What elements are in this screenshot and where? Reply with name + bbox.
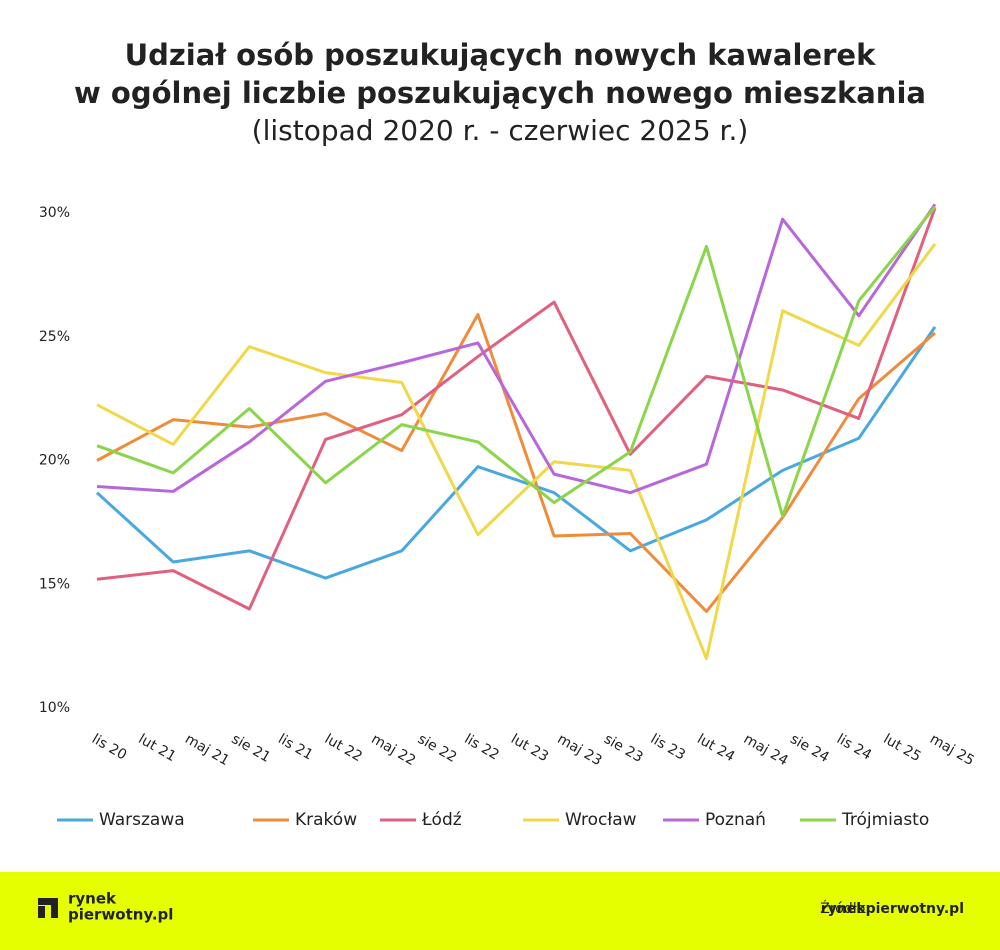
x-tick-label: lut 25	[880, 731, 923, 765]
series-line	[95, 326, 937, 580]
source-value: rynekpierwotny.pl	[821, 901, 964, 917]
logo-text: pierwotny.pl	[68, 906, 173, 924]
y-tick-label: 25%	[39, 329, 70, 345]
series-line	[96, 312, 936, 613]
x-tick-label: lis 21	[275, 731, 315, 764]
y-tick-label: 30%	[39, 205, 70, 221]
x-tick-label: lis 20	[89, 731, 129, 764]
y-tick-label: 20%	[39, 453, 70, 469]
x-tick-label: sie 23	[601, 731, 645, 766]
x-tick-label: lis 24	[834, 731, 874, 764]
x-tick-label: maj 23	[555, 731, 605, 769]
x-tick-label: lut 22	[322, 731, 365, 765]
x-tick-label: sie 24	[787, 731, 832, 766]
x-tick-label: lut 23	[508, 731, 551, 765]
x-tick-label: maj 21	[182, 731, 232, 769]
series-line	[96, 205, 937, 518]
logo-text: rynek	[68, 890, 117, 908]
chart-title: w ogólnej liczbie poszukujących nowego m…	[74, 76, 926, 110]
series-line	[96, 203, 937, 495]
legend-label: Trójmiasto	[841, 810, 929, 830]
legend-label: Łódź	[421, 810, 462, 830]
x-tick-label: maj 24	[741, 731, 791, 769]
series-line	[96, 243, 937, 660]
legend-label: Warszawa	[99, 810, 185, 830]
logo-icon	[38, 898, 58, 918]
footer-band	[0, 872, 1000, 950]
x-tick-label: maj 22	[368, 731, 418, 769]
y-tick-label: 10%	[39, 700, 70, 716]
x-tick-label: sie 22	[415, 731, 459, 766]
x-tick-label: sie 21	[229, 731, 273, 766]
legend-label: Poznań	[705, 810, 766, 830]
chart-title: Udział osób poszukujących nowych kawaler…	[125, 38, 876, 72]
x-tick-label: maj 25	[927, 731, 977, 769]
series-line	[96, 207, 937, 611]
x-tick-label: lis 22	[461, 731, 501, 764]
legend-label: Kraków	[295, 810, 357, 830]
x-tick-label: lut 21	[136, 731, 179, 765]
y-tick-label: 15%	[39, 576, 70, 592]
source-label: Źródło:	[820, 899, 870, 917]
x-tick-label: lut 24	[694, 731, 737, 765]
x-tick-label: lis 23	[648, 731, 688, 764]
legend-label: Wrocław	[565, 810, 637, 830]
chart-subtitle: (listopad 2020 r. - czerwiec 2025 r.)	[252, 114, 749, 147]
